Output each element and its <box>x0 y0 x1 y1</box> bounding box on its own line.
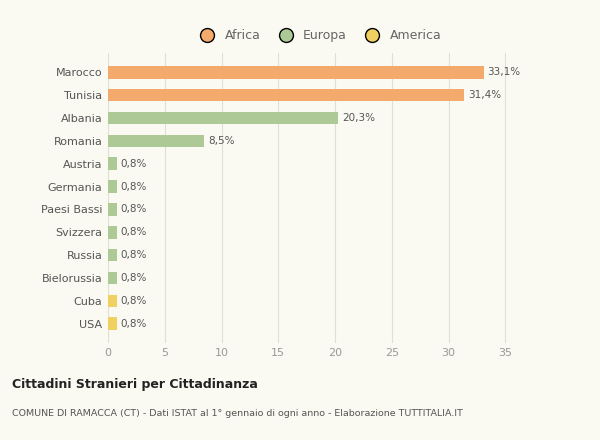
Bar <box>108 158 117 170</box>
Text: 20,3%: 20,3% <box>342 113 375 123</box>
Bar <box>108 89 464 102</box>
Text: 0,8%: 0,8% <box>121 273 147 283</box>
Bar <box>108 226 117 238</box>
Bar <box>108 180 117 193</box>
Bar <box>108 249 117 261</box>
Bar <box>108 66 484 79</box>
Text: 0,8%: 0,8% <box>121 296 147 306</box>
Text: 0,8%: 0,8% <box>121 250 147 260</box>
Text: 8,5%: 8,5% <box>208 136 235 146</box>
Bar <box>108 272 117 284</box>
Text: 0,8%: 0,8% <box>121 319 147 329</box>
Legend: Africa, Europa, America: Africa, Europa, America <box>190 24 446 47</box>
Text: Cittadini Stranieri per Cittadinanza: Cittadini Stranieri per Cittadinanza <box>12 378 258 392</box>
Text: 0,8%: 0,8% <box>121 159 147 169</box>
Bar <box>108 203 117 216</box>
Text: 0,8%: 0,8% <box>121 205 147 214</box>
Bar <box>108 317 117 330</box>
Bar <box>108 112 338 124</box>
Bar <box>108 294 117 307</box>
Bar <box>108 135 205 147</box>
Text: 0,8%: 0,8% <box>121 182 147 191</box>
Text: 33,1%: 33,1% <box>487 67 520 77</box>
Text: 0,8%: 0,8% <box>121 227 147 237</box>
Text: 31,4%: 31,4% <box>468 90 501 100</box>
Text: COMUNE DI RAMACCA (CT) - Dati ISTAT al 1° gennaio di ogni anno - Elaborazione TU: COMUNE DI RAMACCA (CT) - Dati ISTAT al 1… <box>12 409 463 418</box>
